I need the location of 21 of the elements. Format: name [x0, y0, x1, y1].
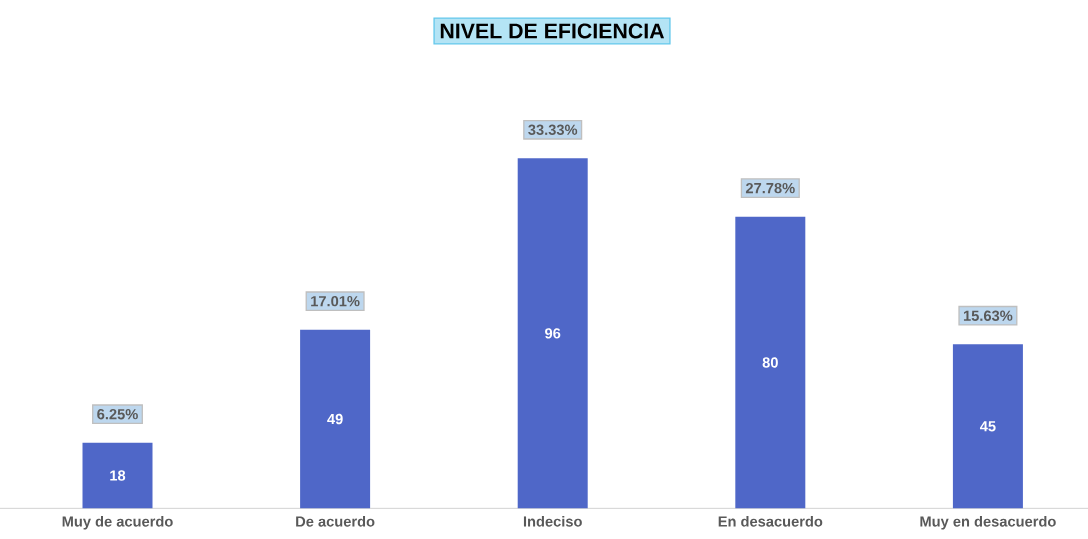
- annotation: 15.63%: [963, 310, 1013, 321]
- annotation: 6.25%: [97, 409, 138, 420]
- x-tick-label: Muy de acuerdo: [62, 515, 173, 530]
- data-label: 96: [545, 328, 561, 339]
- annotation: 17.01%: [311, 295, 360, 307]
- x-tick-label: En desacuerdo: [718, 515, 823, 527]
- chart-title: NIVEL DE EFICIENCIA: [440, 23, 665, 39]
- annotation: 33.33%: [528, 124, 578, 135]
- bar: [735, 216, 806, 509]
- bar: [517, 158, 588, 509]
- data-label: 18: [110, 470, 126, 481]
- bar: [952, 344, 1023, 509]
- x-tick-label: Muy en desacuerdo: [920, 515, 1056, 530]
- x-tick-label: Indeciso: [523, 515, 582, 527]
- bar: [300, 329, 371, 509]
- x-tick-label: De acuerdo: [296, 515, 375, 527]
- bar: [82, 442, 153, 509]
- data-label: 49: [327, 413, 343, 425]
- data-label: 45: [979, 421, 996, 432]
- annotation: 27.78%: [745, 182, 795, 194]
- data-label: 80: [762, 357, 778, 368]
